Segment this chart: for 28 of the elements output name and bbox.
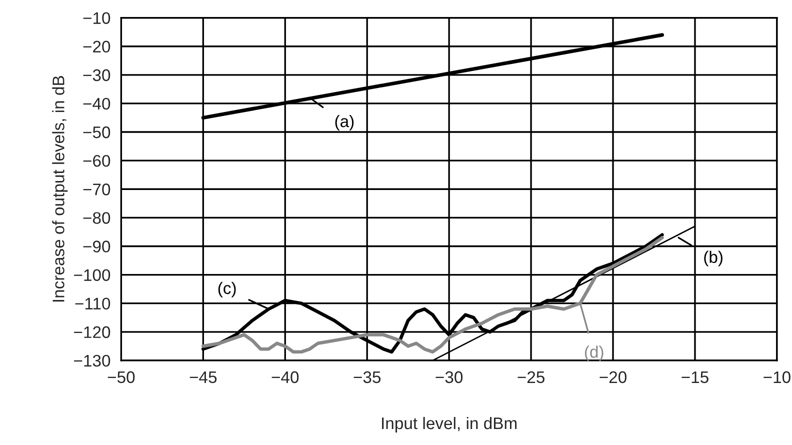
y-tick-label: −120	[74, 326, 110, 338]
y-axis-title: Increase of output levels, in dB	[52, 76, 68, 302]
y-tick-label: −80	[83, 212, 110, 224]
y-tick-label: −90	[83, 240, 110, 252]
x-tick-label: −15	[682, 371, 708, 384]
annotation: (c)	[218, 282, 236, 298]
y-tick-label: −20	[83, 40, 110, 53]
y-tick-label: −130	[74, 354, 110, 367]
y-tick-label: −40	[83, 98, 110, 110]
x-axis-title: Input level, in dBm	[382, 416, 517, 432]
x-tick-label: −25	[518, 371, 544, 384]
annotation: (d)	[584, 346, 604, 362]
annotation: (a)	[335, 114, 354, 131]
x-tick-label: −50	[108, 371, 135, 384]
y-tick-label: −10	[83, 12, 110, 24]
x-tick-label: −35	[354, 371, 381, 384]
y-tick-label: −30	[83, 69, 110, 82]
y-tick-label: −70	[83, 184, 110, 196]
x-tick-label: −30	[436, 371, 463, 384]
annotation: (b)	[704, 250, 722, 266]
x-tick-label: −10	[764, 371, 790, 384]
x-tick-label: −20	[600, 371, 626, 384]
x-tick-label: −40	[272, 371, 299, 384]
y-tick-label: −100	[74, 269, 110, 281]
y-tick-label: −60	[83, 154, 110, 167]
x-tick-label: −45	[190, 371, 217, 384]
y-tick-label: −110	[75, 298, 110, 310]
y-tick-label: −50	[83, 126, 110, 138]
